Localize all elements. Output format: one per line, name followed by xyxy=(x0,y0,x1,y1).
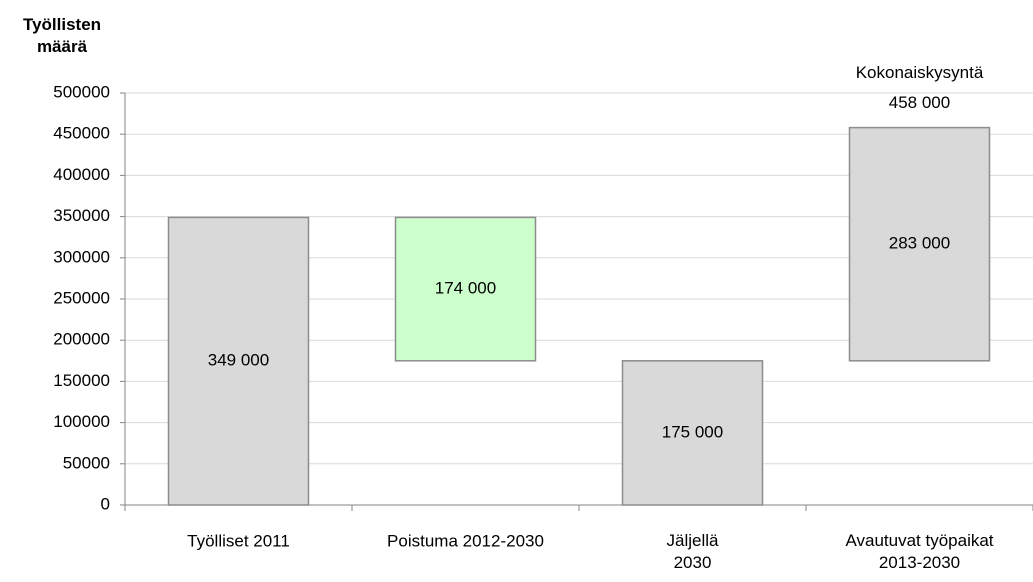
bar xyxy=(621,360,764,506)
bar xyxy=(848,126,991,362)
bar xyxy=(394,216,537,362)
x-tick-label: Poistuma 2012-2030 xyxy=(387,531,544,550)
y-tick-label: 400000 xyxy=(53,165,110,184)
y-tick-label: 500000 xyxy=(53,82,110,101)
data-label: 283 000 xyxy=(889,234,950,253)
y-tick-label: 50000 xyxy=(63,453,110,472)
y-tick-label: 100000 xyxy=(53,412,110,431)
data-label: 174 000 xyxy=(435,279,496,298)
y-tick-label: 450000 xyxy=(53,124,110,143)
data-label: 175 000 xyxy=(662,422,723,441)
annotation-text: Kokonaiskysyntä xyxy=(856,63,984,82)
x-tick-label: Avautuvat työpaikat 2013-2030 xyxy=(845,531,993,572)
y-tick-label: 250000 xyxy=(53,288,110,307)
annotation-value: 458 000 xyxy=(889,93,950,112)
y-tick-label: 200000 xyxy=(53,330,110,349)
y-axis-title: Työllisten määrä xyxy=(23,15,101,56)
x-tick-label: Työlliset 2011 xyxy=(187,531,290,550)
y-tick-label: 350000 xyxy=(53,206,110,225)
y-tick-label: 150000 xyxy=(53,371,110,390)
y-tick-label: 0 xyxy=(101,494,110,513)
y-tick-label: 300000 xyxy=(53,247,110,266)
x-tick-label: Jäljellä 2030 xyxy=(667,531,720,572)
bar xyxy=(167,216,310,506)
data-label: 349 000 xyxy=(208,351,269,370)
